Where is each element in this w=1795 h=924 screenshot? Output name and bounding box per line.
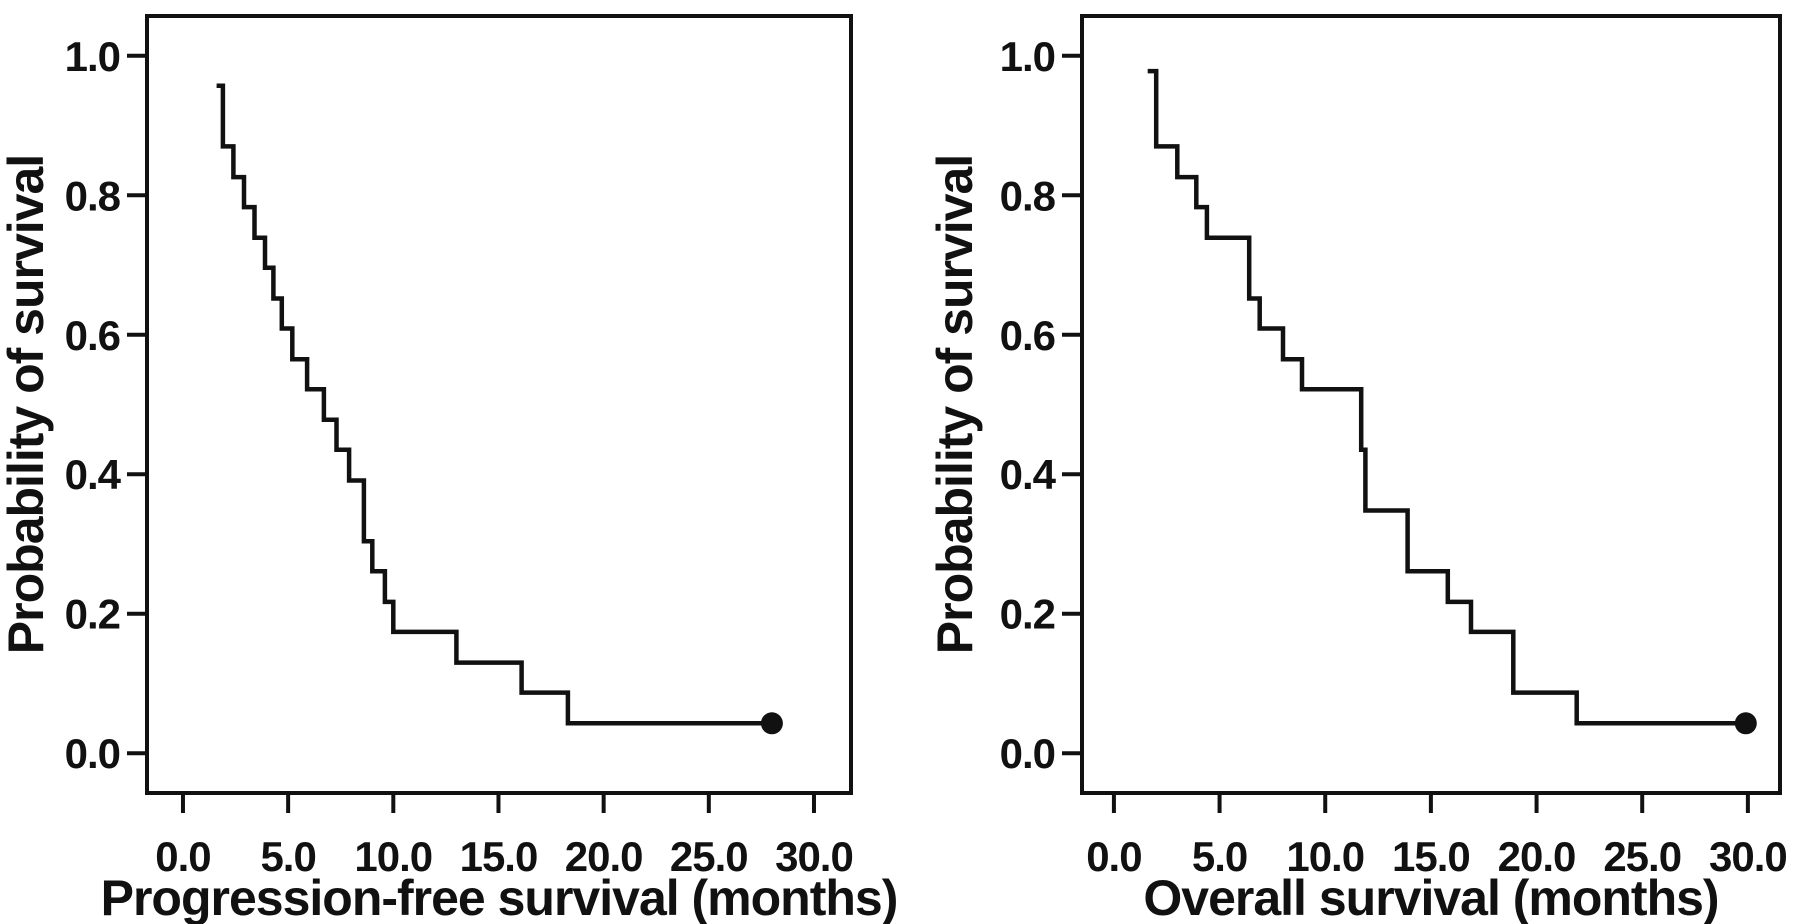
y-tick-label: 0.0 bbox=[1000, 730, 1055, 777]
y-tick-label: 1.0 bbox=[1000, 33, 1055, 80]
y-axis-title: Probability of survival bbox=[927, 155, 983, 654]
y-tick-label: 0.0 bbox=[65, 730, 120, 777]
km-step-curve bbox=[1147, 68, 1746, 726]
censor-dot bbox=[760, 712, 783, 735]
y-tick-label: 1.0 bbox=[65, 33, 120, 80]
x-tick-label: 20.0 bbox=[565, 833, 643, 880]
x-tick-label: 10.0 bbox=[1286, 833, 1364, 880]
y-tick-label: 0.4 bbox=[1000, 451, 1057, 498]
y-tick-label: 0.6 bbox=[65, 312, 120, 359]
x-tick-label: 5.0 bbox=[1192, 833, 1247, 880]
y-axis-title: Probability of survival bbox=[0, 155, 54, 654]
y-tick-label: 0.6 bbox=[1000, 312, 1055, 359]
x-tick-label: 20.0 bbox=[1498, 833, 1576, 880]
y-tick-label: 0.8 bbox=[1000, 172, 1056, 219]
x-tick-label: 0.0 bbox=[155, 833, 210, 880]
x-tick-label: 5.0 bbox=[260, 833, 315, 880]
survival-chart-panel-0: 0.0 5.0 10.0 15.0 20.0 25.0 30.0 0.0 0.2 0.4 0.6 0.… bbox=[0, 14, 898, 924]
plot-box bbox=[1080, 14, 1782, 795]
x-tick-label: 25.0 bbox=[670, 833, 748, 880]
y-tick-label: 0.2 bbox=[65, 591, 120, 638]
x-tick-label: 15.0 bbox=[1392, 833, 1470, 880]
x-axis-title: Overall survival (months) bbox=[1143, 870, 1718, 924]
x-tick-label: 10.0 bbox=[354, 833, 432, 880]
x-tick-label: 30.0 bbox=[775, 833, 853, 880]
x-tick-label: 25.0 bbox=[1603, 833, 1681, 880]
survival-chart-panel-1: 0.0 5.0 10.0 15.0 20.0 25.0 30.0 0.0 0.2 0.4 0.6 0.… bbox=[927, 14, 1788, 924]
y-tick-label: 0.4 bbox=[65, 451, 122, 498]
x-tick-label: 30.0 bbox=[1709, 833, 1787, 880]
y-tick-label: 0.2 bbox=[1000, 591, 1055, 638]
censor-dot bbox=[1734, 712, 1757, 735]
x-tick-label: 15.0 bbox=[460, 833, 538, 880]
y-tick-label: 0.8 bbox=[65, 172, 121, 219]
x-tick-label: 0.0 bbox=[1086, 833, 1141, 880]
km-step-curve bbox=[216, 83, 772, 726]
x-axis-title: Progression-free survival (months) bbox=[101, 870, 898, 924]
plot-box bbox=[145, 14, 853, 795]
